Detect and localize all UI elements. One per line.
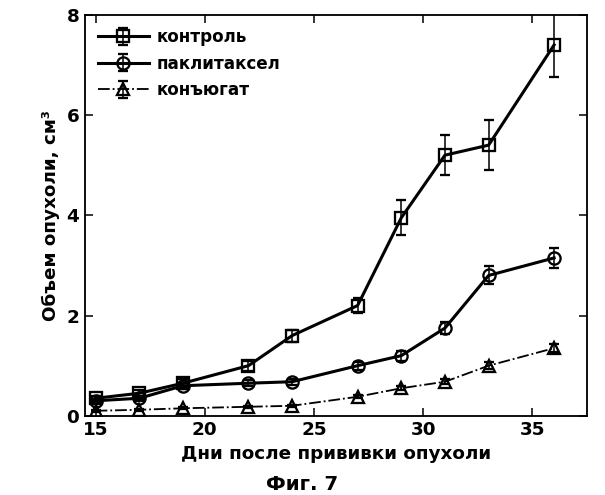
Legend: контроль, паклитаксел, конъюгат: контроль, паклитаксел, конъюгат (93, 23, 286, 104)
Text: Фиг. 7: Фиг. 7 (266, 475, 339, 494)
X-axis label: Дни после прививки опухоли: Дни после прививки опухоли (181, 446, 491, 463)
Y-axis label: Объем опухоли, см³: Объем опухоли, см³ (42, 110, 60, 321)
